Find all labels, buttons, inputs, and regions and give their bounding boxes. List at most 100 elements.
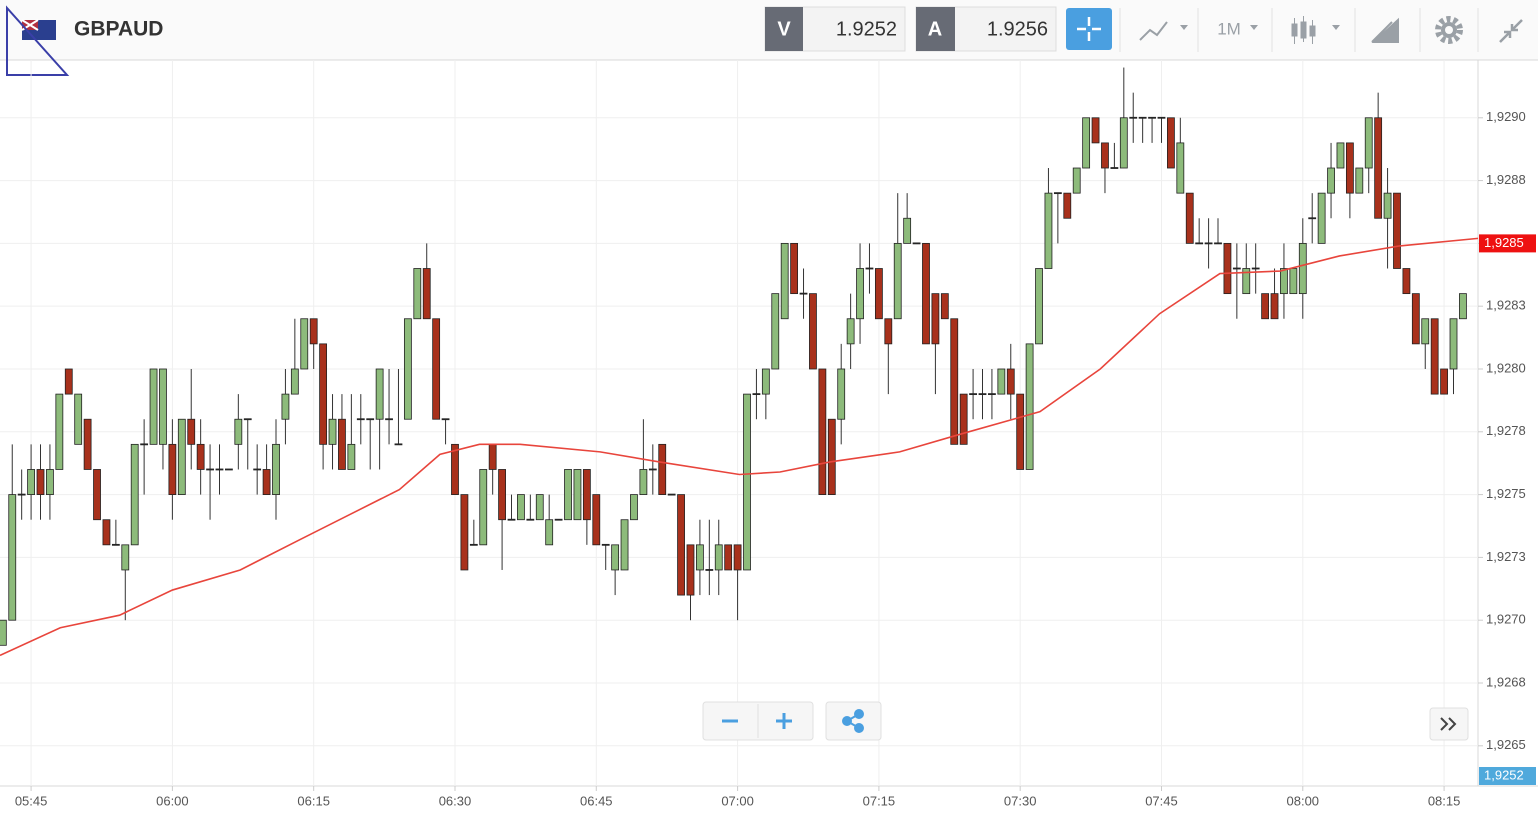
x-tick-label: 06:15: [297, 793, 330, 808]
candle-body: [564, 469, 572, 521]
candle-body: [1195, 242, 1204, 245]
candle-body: [874, 268, 883, 320]
candle-body: [498, 469, 506, 521]
ask-badge: [916, 7, 955, 51]
candle-body: [696, 544, 704, 571]
candle-body: [1157, 116, 1166, 119]
candle-body: [36, 469, 45, 495]
candle-body: [1035, 268, 1043, 345]
candle-body: [1138, 116, 1147, 119]
scroll-end-button[interactable]: [1440, 717, 1457, 731]
symbol: GBPAUD: [74, 18, 163, 41]
candle-body: [206, 468, 214, 471]
candles-button[interactable]: [1291, 16, 1340, 44]
candle-body: [309, 318, 318, 345]
candle-body: [724, 544, 733, 571]
candle-body: [441, 418, 450, 421]
candle-body: [705, 569, 714, 571]
candle-body: [903, 217, 912, 244]
x-tick-label: 07:00: [721, 793, 754, 808]
candle-body: [243, 418, 252, 421]
candle-body: [1383, 192, 1392, 219]
zoom-in[interactable]: [776, 713, 792, 729]
candle-body: [74, 393, 83, 445]
candle-body: [1280, 268, 1288, 295]
draw-button[interactable]: [1371, 17, 1399, 43]
price-marker: [1479, 234, 1536, 253]
candle-body: [1167, 117, 1175, 169]
candle-body: [535, 494, 544, 521]
bid-label: V: [777, 18, 791, 40]
zoom-controls: [702, 701, 1469, 741]
candle-body: [517, 494, 525, 521]
candle-body: [1082, 117, 1091, 169]
candle-body: [554, 518, 563, 521]
candle-body: [837, 368, 846, 420]
y-tick-label: 1,9283: [1486, 298, 1526, 313]
candle-body: [1393, 192, 1401, 269]
candle-body: [733, 544, 742, 571]
crosshair-button[interactable]: [1066, 8, 1112, 50]
candle-body: [950, 318, 959, 445]
candle-body: [102, 519, 111, 546]
candle-body: [140, 443, 149, 446]
candle-body: [743, 393, 751, 571]
candle-body: [940, 293, 949, 320]
candle-body: [403, 318, 412, 420]
candle-body: [639, 469, 648, 495]
candle-body: [592, 494, 601, 546]
candle-body: [290, 368, 299, 395]
candle-body: [1374, 117, 1383, 219]
candle-body: [1044, 192, 1053, 269]
candle-body: [451, 443, 459, 495]
moving-average-line: [0, 237, 1479, 657]
candle-body: [1063, 192, 1072, 219]
x-tick-label: 06:45: [580, 793, 613, 808]
candle-body: [658, 443, 667, 495]
y-tick-label: 1,9275: [1486, 486, 1526, 501]
candle-body: [507, 518, 516, 521]
scroll-end-box: [1429, 707, 1469, 741]
candle-body: [130, 443, 139, 546]
candle-body: [809, 293, 817, 370]
candle-body: [620, 519, 629, 571]
share-button[interactable]: [842, 709, 864, 733]
settings-button[interactable]: [1435, 16, 1463, 44]
candle-body: [366, 418, 375, 421]
candle-body: [196, 443, 205, 470]
candle-body: [677, 494, 685, 596]
candle-body: [149, 368, 158, 445]
candle-body: [1289, 268, 1298, 295]
candle-body: [432, 318, 441, 420]
candle-body: [8, 494, 17, 621]
candle-body: [121, 544, 130, 571]
candle-body: [338, 418, 346, 470]
candle-body: [460, 494, 469, 571]
candle-body: [1016, 393, 1025, 470]
candle-body: [1053, 192, 1062, 195]
x-tick-label: 08:15: [1428, 793, 1461, 808]
candle-body: [46, 469, 54, 495]
candle-body: [1251, 267, 1260, 270]
candle-body: [827, 418, 836, 495]
candle-body: [922, 242, 930, 345]
price-marker: [1479, 767, 1536, 785]
candle-body: [1449, 318, 1458, 370]
candle-body: [884, 318, 893, 345]
x-tick-label: 06:30: [439, 793, 472, 808]
timeframe[interactable]: 1M: [1217, 19, 1241, 38]
candle-body: [780, 242, 789, 320]
candle-body: [375, 368, 384, 420]
candle-body: [17, 493, 26, 496]
candle-body: [1129, 116, 1138, 119]
plot: 1,9265 1,9268 1,9270 1,9273 1,9275 1,9278 1,92…: [0, 60, 1526, 808]
collapse-button[interactable]: [1499, 19, 1523, 43]
candle-body: [799, 292, 808, 295]
candle-body: [1025, 343, 1034, 470]
candle-body: [488, 443, 497, 470]
candle-body: [319, 343, 328, 445]
candle-body: [262, 469, 271, 495]
chart-type-button[interactable]: [1139, 21, 1188, 41]
candle-body: [988, 393, 996, 396]
candle-body: [479, 469, 488, 546]
